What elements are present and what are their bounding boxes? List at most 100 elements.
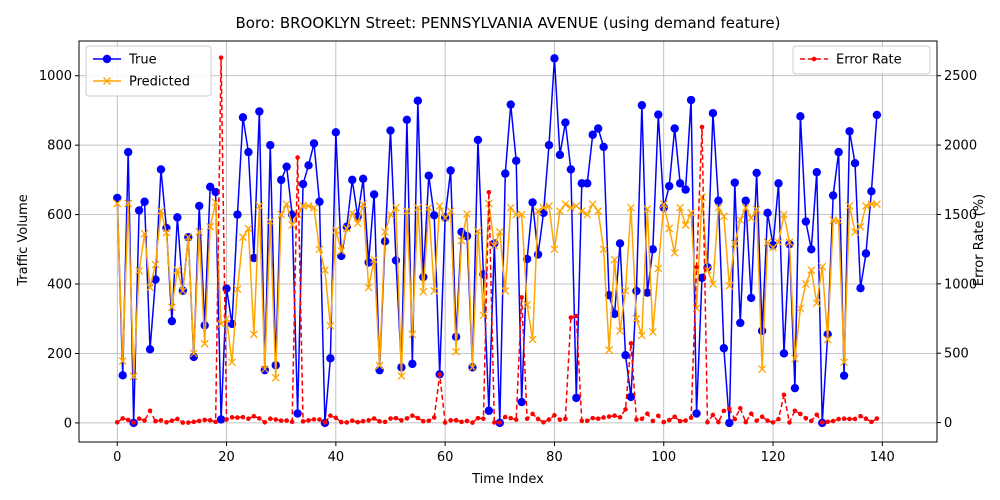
data-point-error-rate xyxy=(787,420,792,425)
data-point-predicted xyxy=(550,245,559,254)
data-point-error-rate xyxy=(732,416,738,422)
data-point-true xyxy=(118,371,127,380)
data-point-error-rate xyxy=(328,413,333,418)
data-point-predicted xyxy=(441,214,450,223)
data-point-true xyxy=(113,193,122,203)
axis-ticks: 0 20 40 60 80 100 120 140 0 200 400 600 800 1000 0 500 1… xyxy=(39,69,977,465)
data-point-error-rate xyxy=(737,405,743,411)
data-point-error-rate xyxy=(705,419,710,425)
data-point-error-rate xyxy=(568,315,574,320)
data-point-true xyxy=(665,181,674,191)
data-point-true xyxy=(348,175,357,185)
data-point-true xyxy=(211,187,220,197)
data-point-predicted xyxy=(113,199,122,208)
data-point-true xyxy=(293,409,302,418)
data-point-true xyxy=(796,112,805,121)
data-point-predicted xyxy=(364,283,373,292)
data-point-error-rate xyxy=(743,419,749,425)
data-point-predicted xyxy=(282,200,291,209)
data-point-predicted xyxy=(796,304,805,313)
data-point-predicted xyxy=(545,201,553,210)
data-point-error-rate xyxy=(803,415,809,421)
data-point-predicted xyxy=(577,207,586,216)
data-point-predicted xyxy=(594,207,603,216)
data-point-true xyxy=(408,359,417,369)
data-point-true xyxy=(277,175,286,185)
data-point-predicted xyxy=(277,210,286,219)
data-point-predicted xyxy=(402,207,411,216)
data-point-error-rate xyxy=(131,420,136,425)
series-group xyxy=(113,54,882,428)
data-point-true xyxy=(834,147,843,157)
data-point-true xyxy=(260,365,270,375)
data-point-predicted xyxy=(381,227,389,236)
data-point-error-rate xyxy=(251,413,257,419)
data-point-error-rate xyxy=(442,420,448,425)
data-point-predicted xyxy=(228,358,236,367)
data-point-true xyxy=(173,213,182,222)
data-point-predicted xyxy=(315,245,324,254)
data-point-error-rate xyxy=(798,411,803,417)
data-point-predicted xyxy=(528,335,537,344)
data-point-error-rate xyxy=(289,419,295,425)
data-point-true xyxy=(402,115,412,125)
data-point-true xyxy=(593,124,603,133)
data-point-error-rate xyxy=(431,415,437,420)
data-point-predicted xyxy=(790,354,799,363)
y-tick-label-left: 1000 xyxy=(39,69,72,84)
data-point-predicted xyxy=(233,285,242,294)
data-point-error-rate xyxy=(235,415,240,420)
data-point-predicted xyxy=(255,201,264,210)
data-point-true xyxy=(615,239,625,248)
data-point-true xyxy=(845,127,854,136)
data-point-true xyxy=(145,345,155,354)
data-point-true xyxy=(151,275,160,284)
data-point-true xyxy=(298,179,308,189)
data-point-true xyxy=(675,179,685,188)
data-point-error-rate xyxy=(655,413,661,419)
data-point-error-rate xyxy=(716,419,721,425)
data-point-true xyxy=(528,198,537,207)
data-point-error-rate xyxy=(809,418,814,424)
data-point-error-rate xyxy=(541,419,546,425)
data-point-true xyxy=(741,196,750,205)
data-point-error-rate xyxy=(634,417,639,422)
data-point-true xyxy=(309,139,319,148)
data-point-predicted xyxy=(627,203,635,212)
data-point-predicted xyxy=(725,281,734,290)
y-tick-label-left: 0 xyxy=(64,416,72,431)
data-point-error-rate xyxy=(574,313,579,319)
data-point-error-rate xyxy=(502,414,508,420)
data-point-true xyxy=(861,249,871,258)
data-point-predicted xyxy=(463,209,471,218)
data-point-error-rate xyxy=(584,418,590,424)
data-point-true xyxy=(555,150,565,160)
data-point-true xyxy=(539,208,548,218)
x-tick-label: 140 xyxy=(870,450,895,465)
data-point-predicted xyxy=(195,227,204,236)
data-point-true xyxy=(566,165,576,174)
data-point-true xyxy=(599,142,608,152)
data-point-error-rate xyxy=(180,420,186,425)
data-point-error-rate xyxy=(393,415,399,421)
data-point-predicted xyxy=(118,357,127,366)
data-point-true xyxy=(249,253,259,263)
data-point-true xyxy=(686,95,696,105)
data-point-true xyxy=(413,96,423,105)
data-point-predicted xyxy=(419,287,428,296)
data-point-error-rate xyxy=(727,406,732,411)
data-point-true xyxy=(517,397,526,407)
data-point-error-rate xyxy=(224,417,229,422)
data-point-predicted xyxy=(774,238,783,247)
data-point-true xyxy=(506,100,515,109)
data-point-true xyxy=(801,217,811,226)
data-point-true xyxy=(430,211,439,220)
data-point-error-rate xyxy=(481,416,486,421)
data-point-error-rate xyxy=(388,416,393,421)
data-point-predicted xyxy=(310,203,318,212)
data-point-true xyxy=(654,110,663,119)
data-point-error-rate xyxy=(399,418,404,423)
data-point-predicted xyxy=(676,203,685,212)
data-point-error-rate xyxy=(781,392,787,398)
data-point-predicted xyxy=(184,233,193,242)
